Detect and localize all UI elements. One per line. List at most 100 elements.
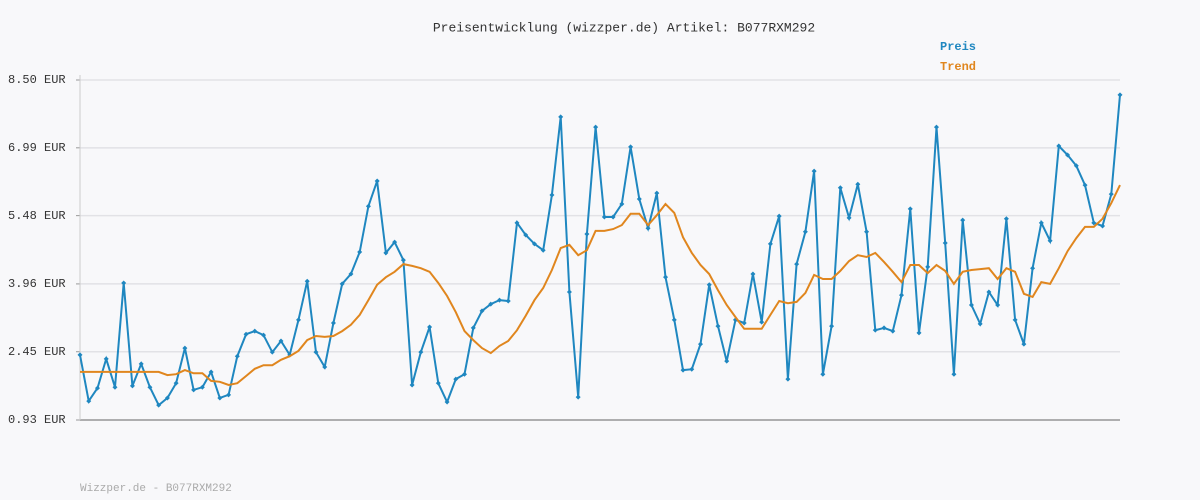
point bbox=[1021, 341, 1027, 347]
point bbox=[86, 398, 92, 404]
point bbox=[820, 371, 826, 377]
point bbox=[523, 232, 529, 238]
point bbox=[261, 332, 267, 338]
point bbox=[1065, 152, 1071, 158]
point bbox=[94, 385, 100, 391]
point bbox=[156, 402, 162, 408]
point bbox=[540, 247, 546, 253]
point bbox=[164, 395, 170, 401]
legend-label: Trend bbox=[940, 60, 976, 74]
point bbox=[357, 249, 363, 255]
point bbox=[409, 382, 415, 388]
y-tick-label: 0.93 EUR bbox=[8, 413, 66, 427]
point bbox=[995, 302, 1001, 308]
point bbox=[899, 292, 905, 298]
point bbox=[199, 384, 205, 390]
y-tick-label: 5.48 EUR bbox=[8, 209, 66, 223]
point bbox=[217, 395, 223, 401]
legend-label: Preis bbox=[940, 40, 976, 54]
point bbox=[968, 302, 974, 308]
point bbox=[383, 250, 389, 256]
point bbox=[977, 321, 983, 327]
point bbox=[549, 192, 555, 198]
point bbox=[505, 298, 511, 304]
point bbox=[365, 203, 371, 209]
y-tick-label: 8.50 EUR bbox=[8, 73, 66, 87]
point bbox=[339, 281, 345, 287]
point bbox=[243, 331, 249, 337]
point bbox=[829, 323, 835, 329]
point bbox=[698, 341, 704, 347]
y-tick-label: 2.45 EUR bbox=[8, 345, 66, 359]
point bbox=[453, 376, 459, 382]
point bbox=[208, 369, 214, 375]
point bbox=[1091, 220, 1097, 226]
point bbox=[173, 380, 179, 386]
point bbox=[593, 124, 599, 130]
point bbox=[680, 367, 686, 373]
point bbox=[1047, 238, 1053, 244]
point bbox=[444, 399, 450, 405]
point bbox=[103, 356, 109, 362]
point bbox=[654, 190, 660, 196]
point bbox=[645, 225, 651, 231]
point bbox=[785, 376, 791, 382]
point bbox=[1100, 223, 1106, 229]
point bbox=[601, 214, 607, 220]
point bbox=[916, 330, 922, 336]
point bbox=[514, 220, 520, 226]
point bbox=[330, 320, 336, 326]
chart-title: Preisentwicklung (wizzper.de) Artikel: B… bbox=[433, 20, 815, 35]
point bbox=[1073, 163, 1079, 169]
point bbox=[802, 229, 808, 235]
point bbox=[776, 213, 782, 219]
point bbox=[855, 181, 861, 187]
point bbox=[435, 380, 441, 386]
point bbox=[77, 352, 83, 358]
point bbox=[1003, 216, 1009, 222]
point bbox=[671, 317, 677, 323]
point bbox=[295, 317, 301, 323]
point bbox=[811, 168, 817, 174]
point bbox=[112, 384, 118, 390]
point bbox=[942, 240, 948, 246]
point bbox=[689, 366, 695, 372]
point bbox=[584, 231, 590, 237]
point bbox=[724, 358, 730, 364]
point bbox=[313, 349, 319, 355]
y-tick-label: 3.96 EUR bbox=[8, 277, 66, 291]
point bbox=[138, 361, 144, 367]
series-line bbox=[79, 94, 1121, 407]
point bbox=[846, 215, 852, 221]
point bbox=[462, 371, 468, 377]
point bbox=[129, 383, 135, 389]
point bbox=[374, 178, 380, 184]
point bbox=[427, 324, 433, 330]
series-line bbox=[80, 184, 1121, 387]
point bbox=[933, 124, 939, 130]
point bbox=[496, 297, 502, 303]
point bbox=[226, 392, 232, 398]
point bbox=[182, 345, 188, 351]
point bbox=[986, 289, 992, 295]
point bbox=[191, 387, 197, 393]
point bbox=[759, 319, 765, 325]
point bbox=[881, 325, 887, 331]
y-tick-label: 6.99 EUR bbox=[8, 141, 66, 155]
point bbox=[121, 280, 127, 286]
point bbox=[1056, 143, 1062, 149]
point bbox=[864, 229, 870, 235]
point bbox=[1082, 182, 1088, 188]
point bbox=[1117, 92, 1123, 98]
point bbox=[890, 328, 896, 334]
point bbox=[872, 327, 878, 333]
point bbox=[619, 201, 625, 207]
point bbox=[951, 371, 957, 377]
point bbox=[837, 185, 843, 191]
point bbox=[663, 274, 669, 280]
point bbox=[767, 241, 773, 247]
point bbox=[252, 328, 258, 334]
point bbox=[1030, 265, 1036, 271]
